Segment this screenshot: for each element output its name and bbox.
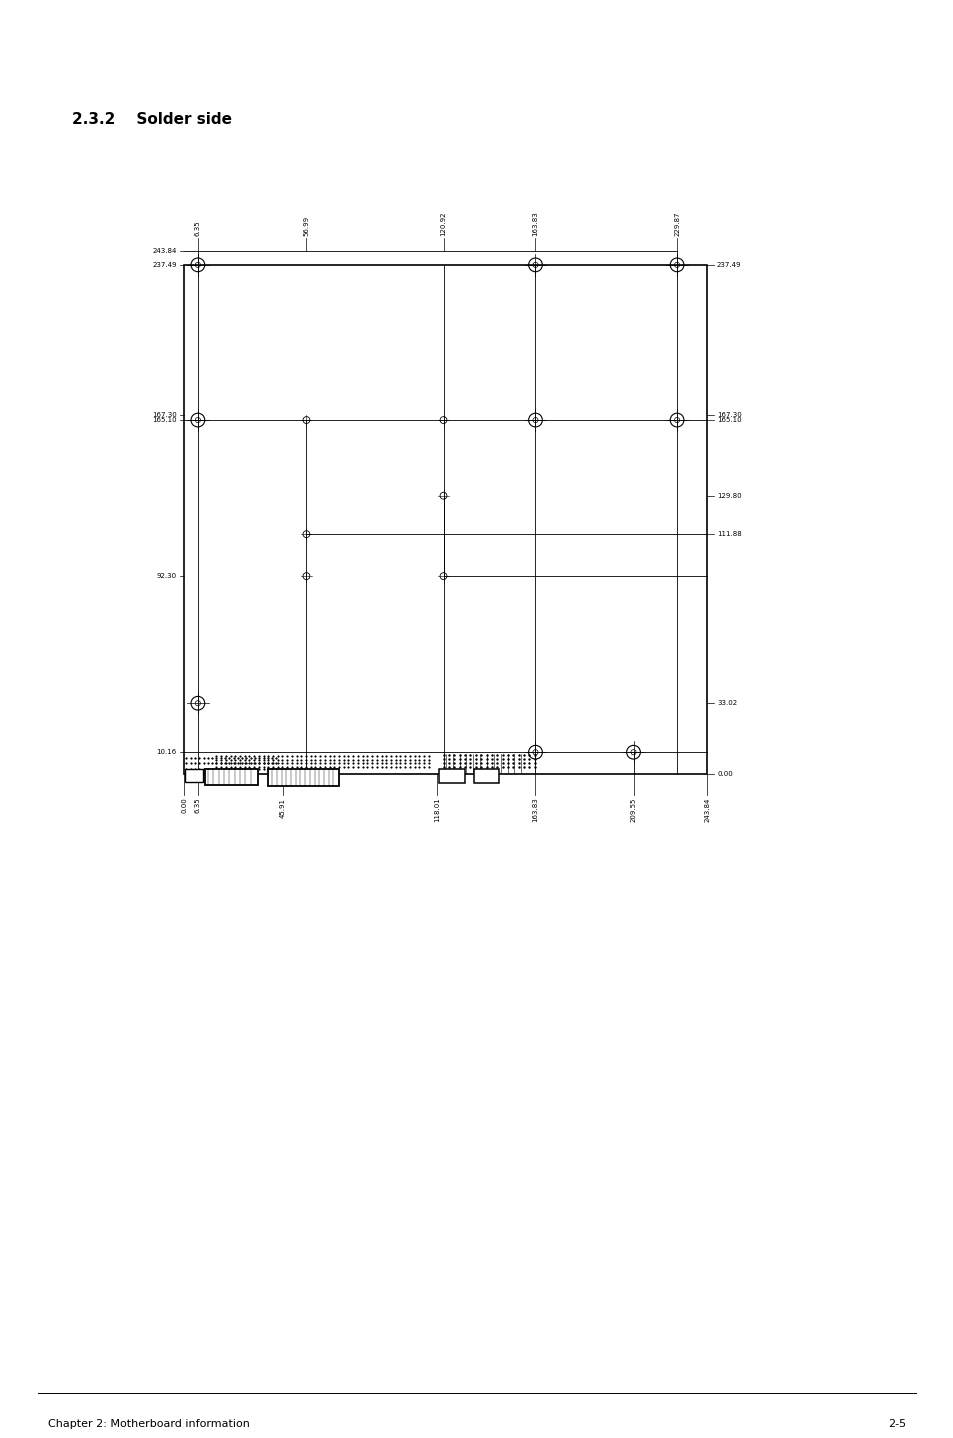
Text: 167.30: 167.30	[717, 413, 741, 418]
Bar	[185, 769, 203, 781]
Text: 163.83: 163.83	[532, 211, 537, 236]
Bar	[205, 769, 258, 785]
Text: 6.35: 6.35	[194, 220, 201, 236]
Text: 129.80: 129.80	[717, 493, 740, 499]
Text: 33.02: 33.02	[717, 700, 737, 706]
Text: 45.91: 45.91	[279, 798, 285, 818]
Text: 163.83: 163.83	[532, 798, 537, 823]
Text: 243.84: 243.84	[703, 798, 709, 823]
Text: 0.00: 0.00	[717, 771, 732, 777]
Text: 209.55: 209.55	[630, 798, 636, 823]
Text: 118.01: 118.01	[434, 798, 439, 823]
Bar	[474, 769, 498, 782]
Text: 111.88: 111.88	[717, 531, 741, 538]
Text: 229.87: 229.87	[674, 211, 679, 236]
Bar	[439, 769, 465, 782]
Text: 167.30: 167.30	[152, 413, 176, 418]
Text: 243.84: 243.84	[152, 249, 176, 255]
Text: 237.49: 237.49	[717, 262, 740, 267]
Text: 165.10: 165.10	[717, 417, 740, 423]
Text: 2-5: 2-5	[887, 1419, 905, 1429]
Text: 10.16: 10.16	[156, 749, 176, 755]
Text: 165.10: 165.10	[152, 417, 176, 423]
Text: 120.92: 120.92	[440, 211, 446, 236]
Bar	[268, 769, 338, 785]
Text: 0.00: 0.00	[181, 798, 187, 814]
Text: 6.35: 6.35	[194, 798, 201, 814]
Text: 2.3.2    Solder side: 2.3.2 Solder side	[71, 112, 232, 127]
Text: Chapter 2: Motherboard information: Chapter 2: Motherboard information	[48, 1419, 250, 1429]
Text: 56.99: 56.99	[303, 216, 309, 236]
Text: 92.30: 92.30	[156, 574, 176, 580]
Bar	[184, 265, 706, 774]
Text: 237.49: 237.49	[152, 262, 176, 267]
